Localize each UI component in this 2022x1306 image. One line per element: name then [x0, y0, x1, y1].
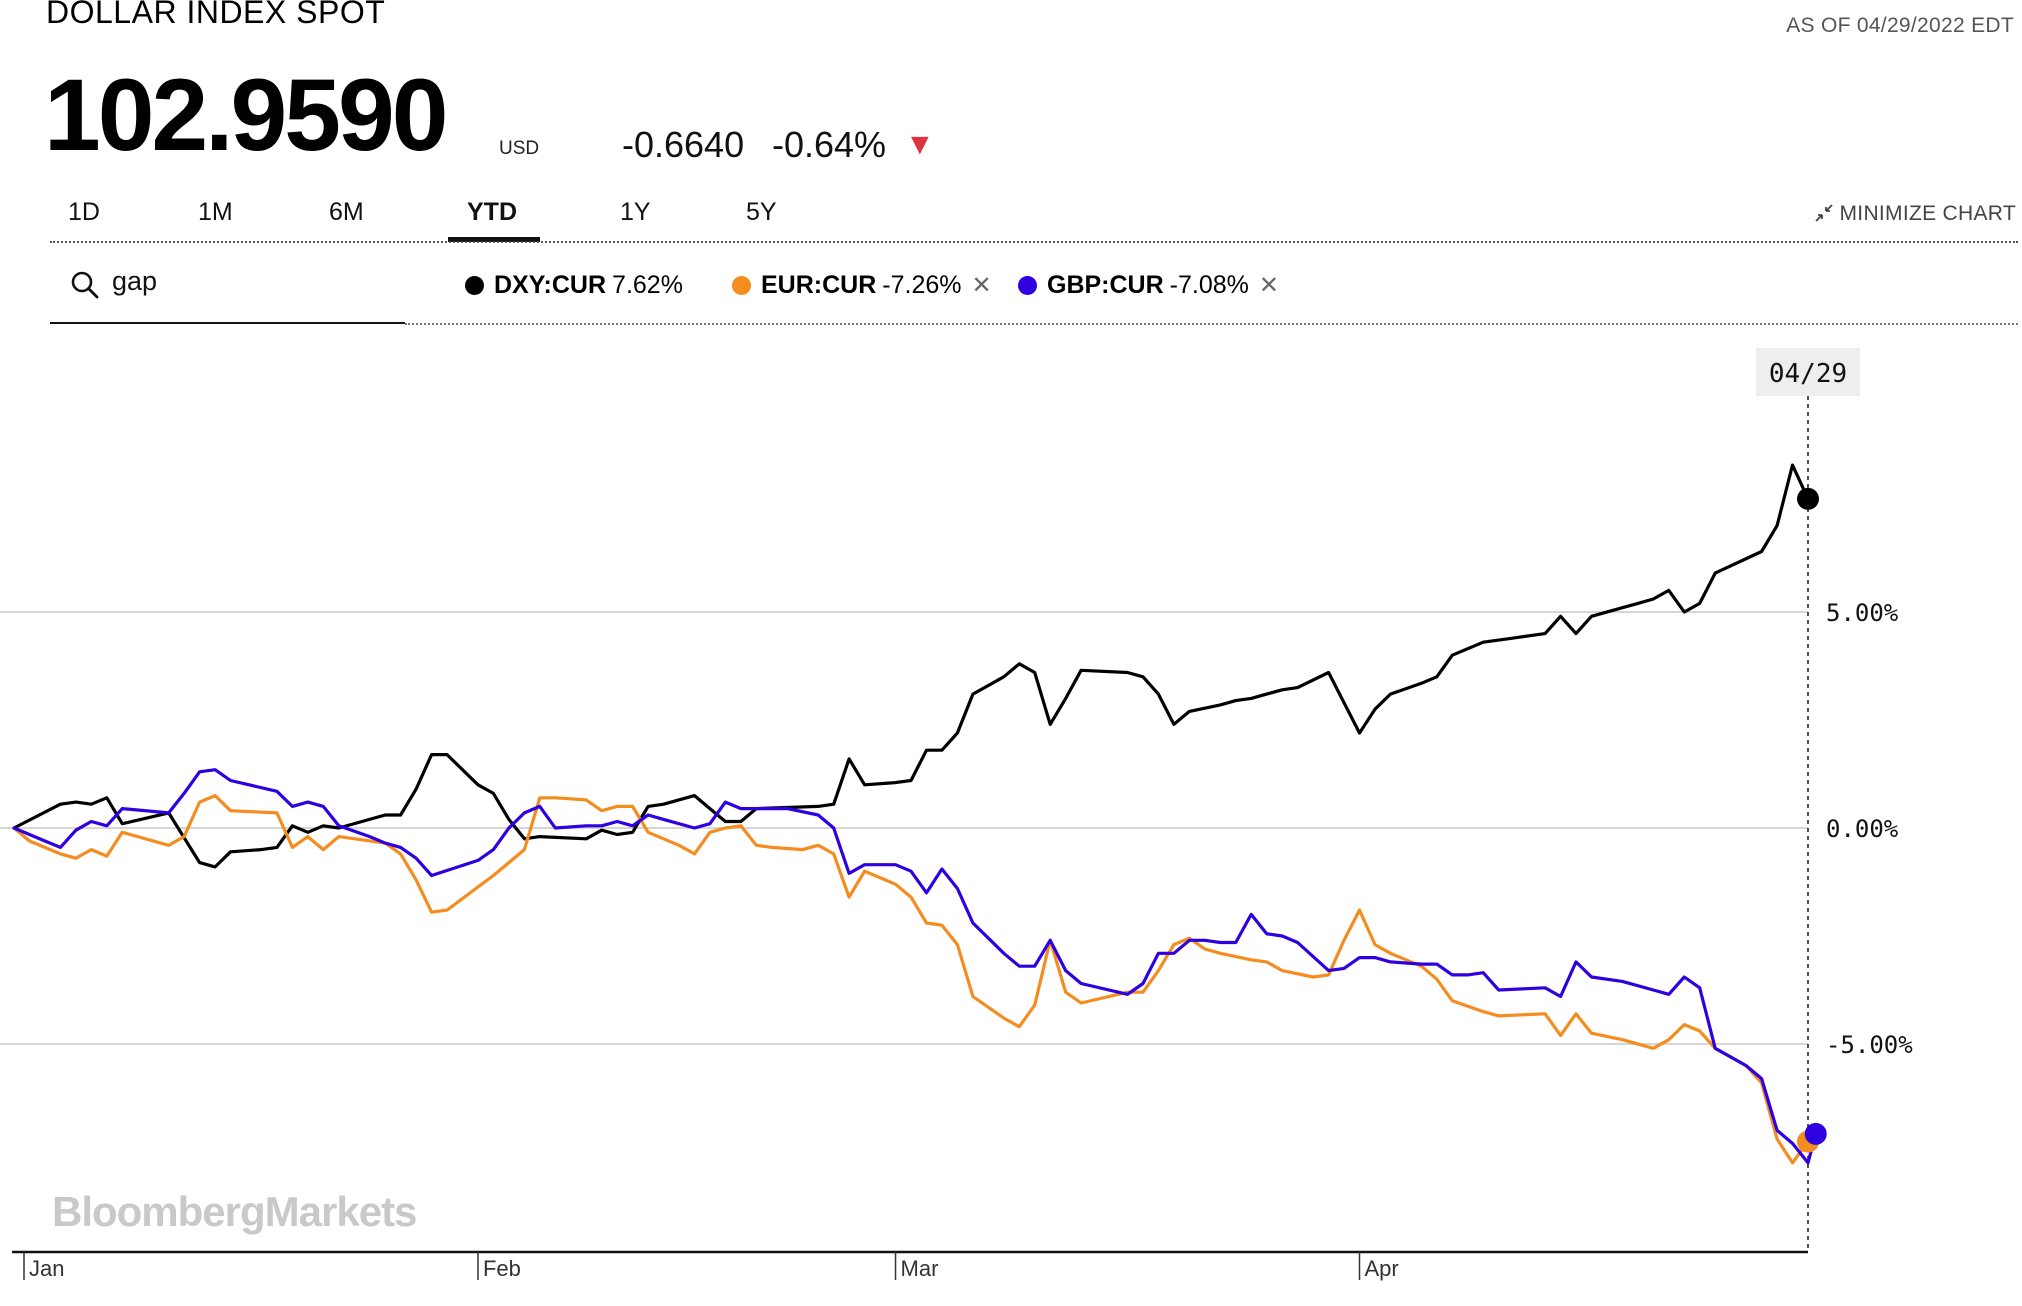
dxy-color-dot [465, 276, 484, 295]
series-end-marker-gbp [1804, 1122, 1827, 1145]
tabs-divider [50, 241, 2018, 243]
gbp-color-dot [1018, 276, 1037, 295]
tab-6m[interactable]: 6M [329, 198, 364, 226]
as-of-timestamp: AS OF 04/29/2022 EDT [1786, 14, 2014, 37]
x-tick-label: Jan [29, 1256, 64, 1281]
minimize-chart-button[interactable]: MINIMIZE CHART [1814, 202, 2016, 226]
tab-1y[interactable]: 1Y [620, 198, 651, 226]
minimize-icon [1814, 204, 1833, 222]
y-tick-label: 5.00% [1826, 599, 1899, 627]
series-line-dxy [12, 463, 1810, 869]
y-tick-label: -5.00% [1826, 1031, 1913, 1059]
tab-ytd[interactable]: YTD [467, 198, 517, 226]
legend-symbol-gbp: GBP:CUR [1047, 271, 1164, 299]
legend-item-eur: EUR:CUR -7.26% ✕ [732, 271, 992, 300]
bloomberg-markets-watermark: BloombergMarkets [52, 1188, 417, 1235]
legend-value-eur: -7.26% [882, 271, 962, 299]
search-input[interactable] [112, 266, 392, 297]
crosshair-date-box [1756, 348, 1860, 396]
legend-value-dxy: 7.62% [612, 271, 683, 299]
y-tick-label: 0.00% [1826, 815, 1899, 843]
legend-item-dxy: DXY:CUR 7.62% [465, 271, 683, 300]
tab-1d[interactable]: 1D [68, 198, 100, 226]
ytd-line-chart[interactable]: 5.00% 0.00% -5.00% Jan Feb Mar Apr 04/29 [0, 330, 2022, 1306]
legend-symbol-dxy: DXY:CUR [494, 271, 607, 299]
triangle-down-icon: ▼ [905, 128, 935, 161]
x-tick-label: Feb [483, 1256, 521, 1281]
series-line-gbp [12, 768, 1818, 1165]
last-price: 102.9590 [44, 58, 448, 172]
price-change-percent: -0.64% [772, 124, 887, 165]
series-end-marker-dxy [1797, 487, 1819, 510]
tab-5y[interactable]: 5Y [746, 198, 777, 226]
eur-color-dot [732, 276, 751, 295]
search-underline [50, 322, 405, 324]
close-icon[interactable]: ✕ [971, 272, 992, 299]
legend-symbol-eur: EUR:CUR [761, 271, 877, 299]
x-tick-label: Apr [1365, 1256, 1399, 1281]
legend-item-gbp: GBP:CUR -7.08% ✕ [1018, 271, 1279, 300]
page-title: DOLLAR INDEX SPOT [46, 0, 386, 30]
legend-value-gbp: -7.08% [1169, 271, 1249, 299]
minimize-chart-label: MINIMIZE CHART [1839, 202, 2016, 225]
close-icon[interactable]: ✕ [1258, 272, 1279, 299]
crosshair-date-label: 04/29 [1769, 359, 1847, 389]
search-icon [71, 271, 99, 299]
currency-label: USD [499, 138, 540, 159]
tab-1m[interactable]: 1M [198, 198, 233, 226]
x-tick-label: Mar [901, 1256, 939, 1281]
series-line-eur [12, 794, 1810, 1165]
legend-divider [405, 323, 2018, 325]
active-tab-indicator [448, 237, 540, 242]
price-change: -0.6640 [622, 124, 745, 165]
